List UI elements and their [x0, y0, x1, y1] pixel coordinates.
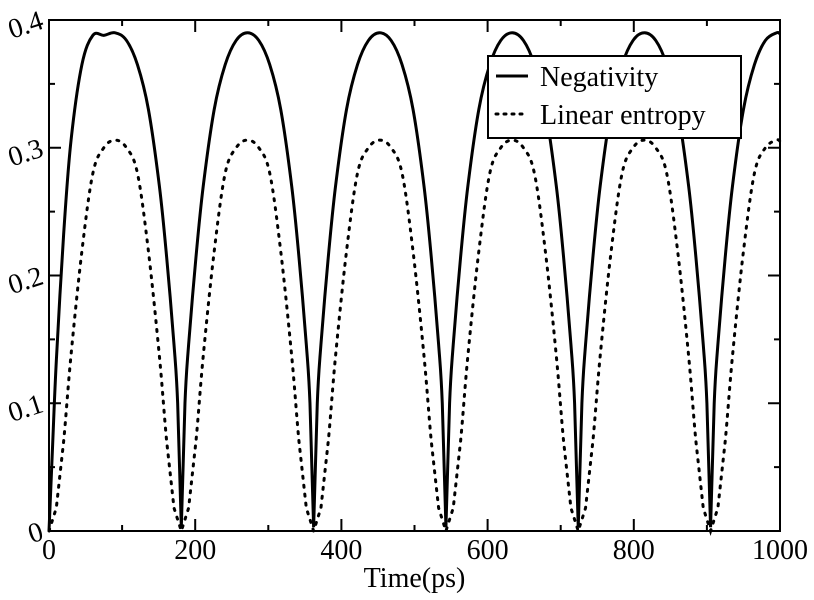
y-tick-label: 0.3	[4, 133, 47, 173]
x-tick-label: 400	[320, 535, 362, 566]
y-tick-label: 0.2	[4, 261, 47, 301]
x-tick-label: 600	[467, 535, 509, 566]
legend-box	[487, 55, 742, 139]
x-axis-title: Time(ps)	[364, 563, 466, 594]
x-tick-label: 0	[42, 535, 56, 566]
y-tick-label: 0.1	[4, 388, 47, 428]
x-tick-label: 1000	[752, 535, 808, 566]
ticks-layer	[48, 19, 781, 532]
y-tick-label: 0	[24, 516, 47, 550]
y-tick-label: 0.4	[4, 5, 47, 45]
x-tick-label: 800	[613, 535, 655, 566]
series-line-linear-entropy	[47, 138, 782, 536]
x-tick-label: 200	[174, 535, 216, 566]
legend-label-negativity: Negativity	[540, 62, 658, 93]
legend-label-linear-entropy: Linear entropy	[540, 100, 706, 131]
legend: Negativity Linear entropy	[487, 55, 742, 139]
